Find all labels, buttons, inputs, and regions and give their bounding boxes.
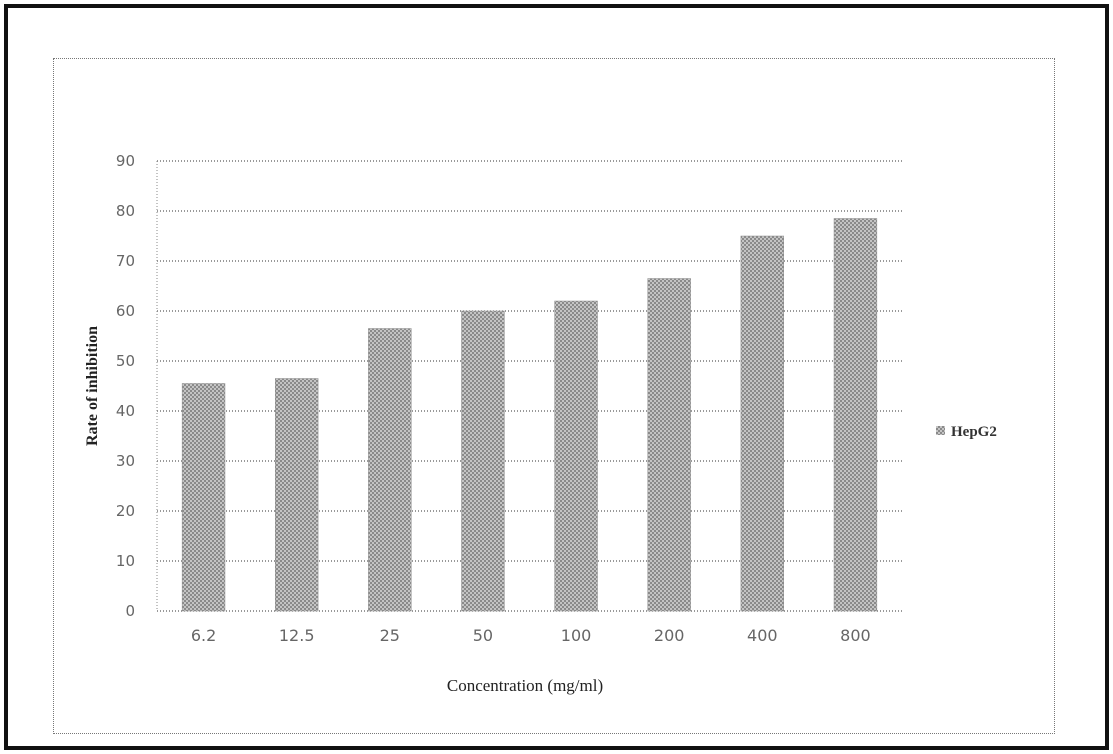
- x-axis-ticks: 6.2 12.5 25 50 100 200 400 800: [191, 626, 871, 645]
- y-tick-label: 90: [116, 152, 135, 170]
- legend-swatch: [936, 426, 945, 435]
- gridlines: [156, 160, 902, 612]
- y-tick-label: 0: [125, 602, 135, 620]
- bars: [181, 218, 878, 612]
- y-tick-label: 40: [116, 402, 135, 420]
- y-tick-label: 70: [116, 252, 135, 270]
- legend-label: HepG2: [951, 424, 997, 440]
- bar-200: [647, 278, 691, 612]
- x-tick-label: 12.5: [279, 626, 315, 645]
- bar-6.2: [181, 383, 226, 612]
- x-tick-label: 25: [380, 626, 400, 645]
- bar-50: [461, 310, 505, 612]
- x-axis-title: Concentration (mg/ml): [447, 676, 603, 695]
- bar-400: [740, 235, 784, 612]
- x-tick-label: 6.2: [191, 626, 216, 645]
- y-tick-label: 50: [116, 352, 135, 370]
- y-tick-label: 30: [116, 452, 135, 470]
- bar-12.5: [275, 378, 319, 612]
- chart-area: [53, 58, 1055, 734]
- x-tick-label: 50: [473, 626, 493, 645]
- y-tick-label: 10: [116, 552, 135, 570]
- x-tick-label: 400: [747, 626, 778, 645]
- bar-25: [368, 328, 412, 612]
- bar-800: [833, 218, 878, 612]
- bar-100: [554, 300, 598, 612]
- y-axis-title: Rate of inhibition: [84, 326, 101, 446]
- legend: HepG2: [936, 424, 997, 440]
- y-tick-label: 80: [116, 202, 135, 220]
- y-tick-label: 20: [116, 502, 135, 520]
- x-tick-label: 200: [654, 626, 685, 645]
- x-tick-label: 100: [561, 626, 592, 645]
- y-axis-ticks: 0 10 20 30 40 50 60 70 80 90: [116, 152, 135, 620]
- x-tick-label: 800: [840, 626, 871, 645]
- y-tick-label: 60: [116, 302, 135, 320]
